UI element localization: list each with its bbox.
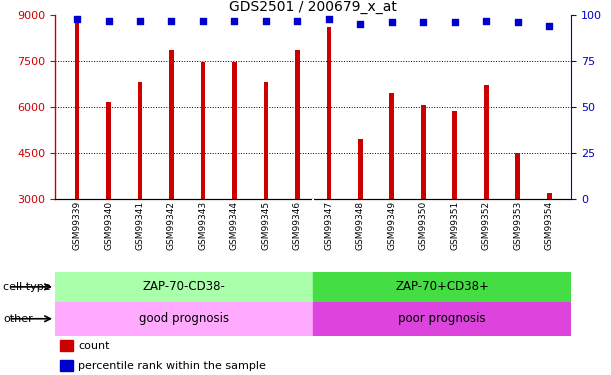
Text: GSM99345: GSM99345 bbox=[262, 201, 271, 250]
Point bbox=[198, 18, 208, 24]
Bar bbox=[547, 193, 552, 199]
Point bbox=[450, 20, 459, 26]
Bar bbox=[169, 50, 174, 199]
Bar bbox=[484, 86, 489, 199]
Text: GSM99339: GSM99339 bbox=[73, 201, 81, 250]
Text: GSM99340: GSM99340 bbox=[104, 201, 113, 250]
Bar bbox=[389, 93, 394, 199]
Text: good prognosis: good prognosis bbox=[139, 312, 229, 325]
Title: GDS2501 / 200679_x_at: GDS2501 / 200679_x_at bbox=[229, 0, 397, 14]
Text: ZAP-70+CD38+: ZAP-70+CD38+ bbox=[395, 280, 489, 293]
Bar bbox=[55, 272, 313, 302]
Point bbox=[481, 18, 491, 24]
Text: poor prognosis: poor prognosis bbox=[398, 312, 486, 325]
Point bbox=[261, 18, 271, 24]
Point bbox=[356, 21, 365, 27]
Text: GSM99344: GSM99344 bbox=[230, 201, 239, 250]
Point bbox=[293, 18, 302, 24]
Text: GSM99352: GSM99352 bbox=[482, 201, 491, 250]
Bar bbox=[326, 27, 331, 199]
Bar bbox=[232, 63, 237, 199]
Point bbox=[72, 16, 82, 22]
Text: GSM99342: GSM99342 bbox=[167, 201, 176, 250]
Bar bbox=[313, 302, 571, 336]
Bar bbox=[55, 302, 313, 336]
Bar bbox=[421, 105, 426, 199]
Text: GSM99349: GSM99349 bbox=[387, 201, 397, 250]
Text: ZAP-70-CD38-: ZAP-70-CD38- bbox=[142, 280, 225, 293]
Bar bbox=[60, 340, 73, 351]
Text: GSM99343: GSM99343 bbox=[199, 201, 208, 250]
Text: percentile rank within the sample: percentile rank within the sample bbox=[78, 360, 266, 370]
Bar bbox=[516, 153, 520, 199]
Point bbox=[324, 16, 334, 22]
Bar bbox=[137, 82, 142, 199]
Bar bbox=[295, 50, 300, 199]
Bar bbox=[313, 272, 571, 302]
Bar bbox=[106, 102, 111, 199]
Bar bbox=[452, 111, 457, 199]
Text: GSM99341: GSM99341 bbox=[136, 201, 144, 250]
Text: GSM99353: GSM99353 bbox=[513, 201, 522, 250]
Text: count: count bbox=[78, 341, 110, 351]
Text: GSM99354: GSM99354 bbox=[545, 201, 554, 250]
Bar bbox=[75, 18, 79, 199]
Bar bbox=[200, 63, 205, 199]
Point bbox=[230, 18, 240, 24]
Text: cell type: cell type bbox=[3, 282, 51, 292]
Bar bbox=[60, 360, 73, 371]
Point bbox=[544, 23, 554, 29]
Text: GSM99351: GSM99351 bbox=[450, 201, 459, 250]
Point bbox=[387, 20, 397, 26]
Bar bbox=[358, 139, 363, 199]
Point bbox=[419, 20, 428, 26]
Text: GSM99350: GSM99350 bbox=[419, 201, 428, 250]
Point bbox=[135, 18, 145, 24]
Point bbox=[513, 20, 522, 26]
Text: other: other bbox=[3, 314, 33, 324]
Text: GSM99346: GSM99346 bbox=[293, 201, 302, 250]
Text: GSM99348: GSM99348 bbox=[356, 201, 365, 250]
Point bbox=[104, 18, 114, 24]
Text: GSM99347: GSM99347 bbox=[324, 201, 334, 250]
Point bbox=[167, 18, 177, 24]
Bar bbox=[263, 82, 268, 199]
